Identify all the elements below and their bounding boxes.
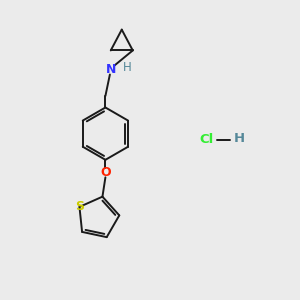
Text: N: N — [106, 63, 116, 76]
Text: O: O — [100, 166, 111, 179]
Text: Cl: Cl — [199, 133, 214, 146]
Text: H: H — [234, 132, 245, 145]
Text: S: S — [75, 200, 84, 213]
Text: H: H — [122, 61, 131, 74]
